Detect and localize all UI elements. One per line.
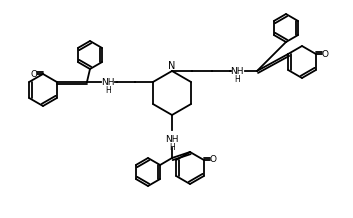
Text: O: O — [209, 155, 216, 165]
Text: H: H — [234, 75, 240, 83]
Text: NH: NH — [165, 136, 179, 145]
Text: H: H — [169, 143, 175, 153]
Text: H: H — [105, 85, 111, 94]
Text: NH: NH — [230, 66, 244, 75]
Text: N: N — [168, 61, 176, 71]
Text: O: O — [321, 49, 328, 58]
Text: O: O — [30, 70, 37, 78]
Text: NH: NH — [101, 78, 115, 87]
